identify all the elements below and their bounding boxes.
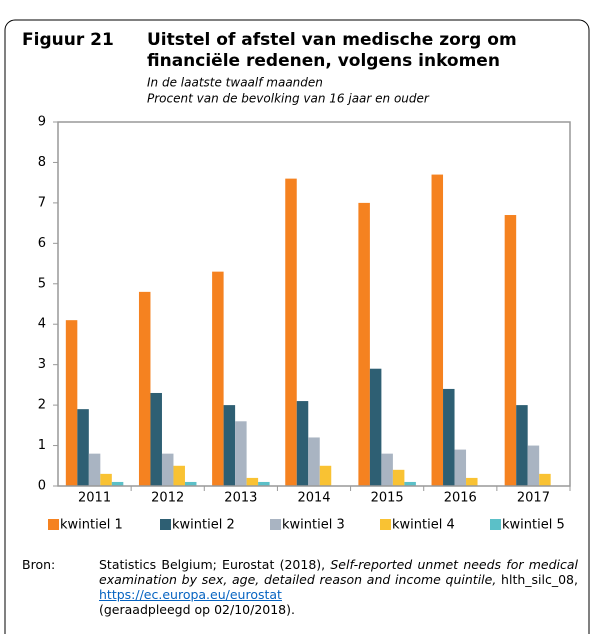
bar (308, 437, 320, 486)
bar (369, 368, 382, 486)
bar (516, 405, 528, 486)
bar (381, 453, 393, 486)
bar (161, 453, 174, 486)
source-link[interactable]: https://ec.europa.eu/eurostat (99, 587, 282, 602)
bar (527, 445, 540, 486)
source-text: (geraadpleegd op 02/10/2018). (99, 602, 295, 617)
legend-swatch (270, 519, 281, 530)
plot-frame (57, 121, 571, 487)
y-tick-label: 8 (38, 155, 46, 170)
bar (466, 477, 478, 486)
source-body: Statistics Belgium; Eurostat (2018), Sel… (99, 557, 578, 617)
x-tick-label: 2015 (371, 491, 404, 506)
source: Bron: Statistics Belgium; Eurostat (2018… (22, 557, 578, 617)
y-tick-label: 1 (38, 438, 46, 453)
bar (65, 320, 78, 486)
bar (443, 388, 455, 486)
bar (77, 409, 89, 486)
source-text: hlth_silc_08, (496, 572, 578, 587)
y-tick-label: 9 (38, 115, 46, 130)
y-tick-label: 7 (38, 195, 46, 210)
x-tick-label: 2017 (517, 491, 550, 506)
x-tick-label: 2013 (224, 491, 257, 506)
bar (296, 401, 309, 486)
bar (150, 392, 162, 486)
source-text: Statistics Belgium; Eurostat (2018), (99, 557, 331, 572)
y-tick-label: 0 (38, 479, 46, 494)
figure-label: Figuur 21 (22, 30, 114, 50)
y-tick-label: 2 (38, 398, 46, 413)
bar (319, 465, 332, 486)
bar (111, 481, 124, 486)
bar (235, 421, 247, 486)
x-tick-label: 2012 (151, 491, 184, 506)
legend-label: kwintiel 3 (282, 518, 345, 533)
y-tick-label: 6 (38, 236, 46, 251)
bar (88, 453, 101, 486)
frame (4, 19, 590, 634)
x-tick-label: 2011 (78, 491, 111, 506)
legend-swatch (380, 519, 391, 530)
legend-label: kwintiel 1 (60, 518, 123, 533)
legend-swatch (48, 519, 59, 530)
bar (539, 473, 551, 486)
bar (404, 481, 416, 486)
bar (138, 291, 151, 486)
chart-title: Uitstel of afstel van medische zorg om (147, 30, 517, 50)
y-tick-label: 3 (38, 357, 46, 372)
bar (285, 178, 297, 486)
source-label: Bron: (22, 557, 56, 572)
legend-swatch (160, 519, 171, 530)
chart-title: financiële redenen, volgens inkomen (147, 51, 500, 71)
legend-label: kwintiel 5 (502, 518, 565, 533)
bar (358, 202, 370, 486)
bar (100, 473, 112, 486)
legend-label: kwintiel 4 (392, 518, 455, 533)
bar (184, 481, 197, 486)
bar (212, 271, 224, 486)
bar (392, 469, 405, 486)
bar (258, 481, 270, 486)
source-italic: Self-reported unmet needs for medical ex… (99, 557, 578, 587)
bar (246, 477, 259, 486)
x-tick-label: 2014 (297, 491, 330, 506)
legend-label: kwintiel 2 (172, 518, 235, 533)
x-tick-label: 2016 (444, 491, 477, 506)
bar (454, 449, 467, 486)
bar (173, 465, 185, 486)
bar (431, 174, 444, 487)
chart-subtitle: Procent van de bevolking van 16 jaar en … (147, 92, 430, 106)
bar (504, 215, 517, 486)
legend-swatch (490, 519, 501, 530)
y-tick-label: 5 (38, 276, 46, 291)
chart-subtitle: In de laatste twaalf maanden (147, 76, 323, 90)
bar (223, 405, 236, 486)
y-tick-label: 4 (38, 317, 46, 332)
